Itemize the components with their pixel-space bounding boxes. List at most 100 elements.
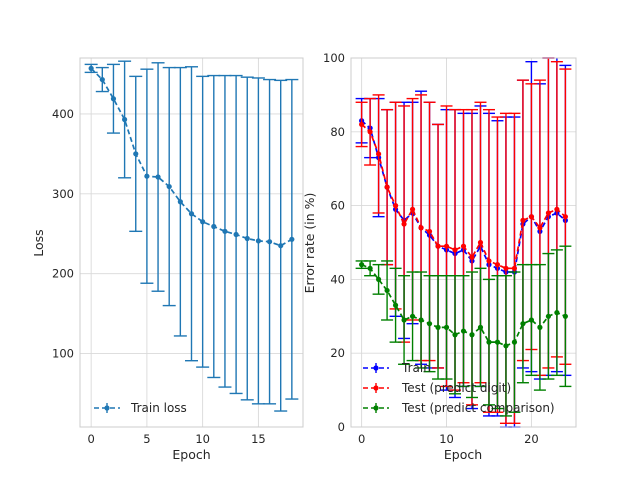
point-train-loss [99, 76, 105, 83]
error-x-tick-label: 20 [524, 432, 539, 446]
point-test-predict-digit [494, 262, 501, 268]
point-test-predict-digit [392, 203, 399, 209]
point-test-predict-comparison [418, 317, 424, 323]
point-train-loss [133, 151, 139, 157]
point-test-predict-comparison [511, 339, 518, 345]
point-test-predict-digit [409, 206, 416, 212]
legend-label-test-comparison: Test (predict comparison) [401, 401, 555, 415]
legend-swatch-marker-test-digit [373, 385, 379, 391]
point-train-loss [88, 65, 94, 71]
point-test-predict-digit [545, 210, 552, 216]
point-train-loss [289, 236, 295, 242]
series-test-predict-comparison [355, 245, 572, 417]
error-x-axis-label: Epoch [444, 447, 482, 462]
point-test-predict-digit [401, 221, 407, 227]
legend-swatch-marker-test-comparison [373, 405, 379, 411]
error-y-axis-label: Error rate (in %) [302, 193, 317, 294]
legend-label-test-digit: Test (predict digit) [401, 381, 511, 395]
point-test-predict-digit [537, 225, 543, 231]
point-test-predict-comparison [528, 317, 535, 323]
point-test-predict-digit [469, 254, 475, 260]
error-y-tick-label: 100 [323, 51, 345, 65]
point-train-loss [177, 199, 183, 205]
point-train-loss [188, 211, 195, 217]
loss-x-tick-labels: 0 5 10 15 [87, 432, 265, 446]
legend-label-train: Train [401, 361, 431, 375]
point-test-predict-comparison [452, 332, 458, 338]
error-series [355, 57, 572, 428]
point-test-predict-comparison [401, 317, 407, 323]
point-test-predict-digit [443, 243, 450, 249]
point-test-predict-digit [375, 151, 382, 157]
loss-y-axis-label: Loss [31, 229, 46, 256]
point-test-predict-digit [460, 243, 467, 249]
loss-x-tick-label: 0 [87, 432, 94, 446]
point-test-predict-comparison [443, 324, 450, 330]
point-test-predict-digit [435, 243, 441, 249]
error-y-tick-label: 60 [330, 199, 345, 213]
loss-y-tick-label: 400 [52, 107, 74, 121]
legend-label-train-loss: Train loss [130, 401, 187, 415]
error-y-tick-label: 80 [330, 125, 345, 139]
error-y-tick-label: 40 [330, 272, 345, 286]
point-test-predict-comparison [426, 321, 433, 327]
point-train-loss [211, 223, 217, 230]
point-test-predict-comparison [392, 302, 399, 308]
point-test-predict-digit [503, 265, 509, 271]
point-test-predict-comparison [359, 262, 365, 268]
point-test-predict-comparison [486, 339, 492, 345]
error-rate-chart: 0 10 20 0 20 40 60 80 100 Epoch Error rate (in … [302, 51, 577, 462]
loss-y-tick-label: 100 [52, 347, 74, 361]
point-test-predict-comparison [435, 324, 441, 330]
loss-legend: Train loss [94, 401, 187, 415]
point-test-predict-comparison [494, 339, 501, 345]
error-x-tick-label: 10 [439, 432, 454, 446]
loss-x-axis-label: Epoch [172, 447, 210, 462]
point-test-predict-digit [528, 214, 535, 220]
point-test-predict-comparison [554, 310, 560, 316]
loss-chart: 0 5 10 15 100 200 300 400 Epoch Loss Train los… [31, 57, 304, 462]
point-test-predict-digit [562, 214, 568, 220]
point-train-loss [122, 116, 128, 123]
point-test-predict-comparison [545, 313, 552, 319]
error-y-tick-labels: 0 20 40 60 80 100 [323, 51, 345, 434]
point-train-loss [233, 231, 239, 238]
loss-series [84, 60, 299, 412]
loss-x-tick-label: 15 [251, 432, 266, 446]
point-train-loss [222, 228, 228, 234]
point-test-predict-digit [384, 184, 390, 190]
point-test-predict-digit [418, 225, 424, 231]
point-train-loss [110, 96, 117, 102]
point-test-predict-comparison [375, 276, 382, 282]
legend-swatch-marker-train [373, 365, 379, 371]
error-x-tick-labels: 0 10 20 [358, 432, 539, 446]
point-test-predict-comparison [503, 343, 509, 349]
error-legend: Train Test (predict digit) Test (predict… [363, 361, 555, 415]
point-train-loss [155, 174, 161, 180]
point-test-predict-comparison [537, 324, 543, 330]
point-test-predict-digit [511, 265, 518, 271]
point-test-predict-digit [554, 206, 560, 212]
loss-y-tick-label: 300 [52, 187, 74, 201]
point-train-loss [144, 173, 150, 179]
point-test-predict-digit [426, 228, 433, 235]
point-test-predict-comparison [520, 321, 526, 327]
loss-y-tick-label: 200 [52, 267, 74, 281]
point-test-predict-comparison [384, 287, 390, 294]
loss-x-tick-label: 5 [143, 432, 150, 446]
point-test-predict-comparison [409, 313, 416, 319]
point-test-predict-comparison [460, 328, 467, 334]
point-train-loss [266, 239, 273, 245]
error-axes-frame [350, 57, 577, 428]
series-train-loss [84, 60, 299, 412]
point-test-predict-digit [486, 258, 492, 264]
point-train-loss [166, 183, 172, 190]
point-train-loss [255, 238, 261, 244]
point-test-predict-digit [452, 247, 458, 253]
legend-swatch-marker-train-loss [104, 405, 110, 411]
point-train-loss [200, 219, 206, 225]
point-test-predict-comparison [367, 265, 373, 271]
error-y-tick-label: 0 [338, 420, 345, 434]
point-train-loss [244, 235, 250, 242]
error-y-tick-label: 20 [330, 346, 345, 360]
